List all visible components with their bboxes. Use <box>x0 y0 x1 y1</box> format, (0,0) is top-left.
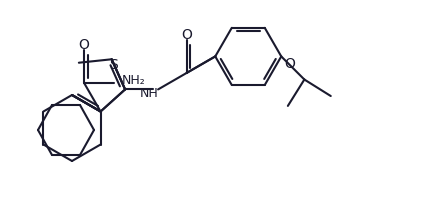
Text: S: S <box>109 58 118 72</box>
Text: O: O <box>284 57 295 71</box>
Text: O: O <box>79 38 90 52</box>
Text: NH₂: NH₂ <box>122 74 146 87</box>
Text: NH: NH <box>140 87 159 100</box>
Text: O: O <box>181 28 192 42</box>
